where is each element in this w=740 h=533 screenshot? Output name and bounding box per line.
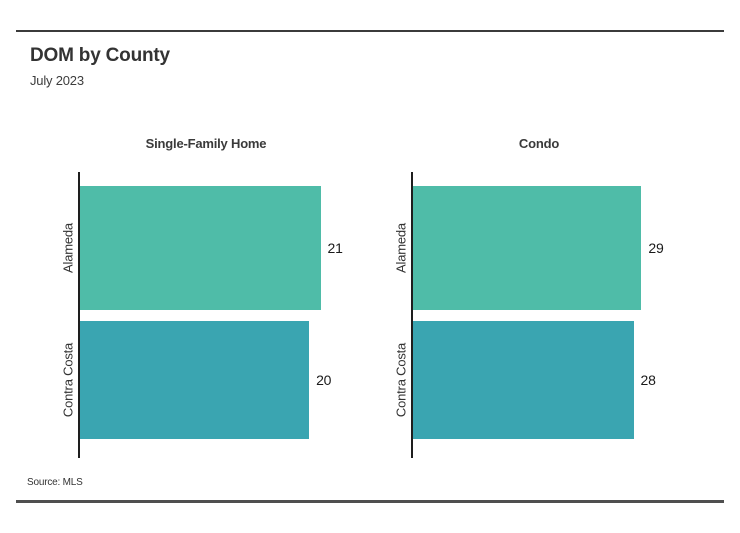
value-label: 20 — [316, 372, 332, 388]
chart-condo: Condo Alameda 29 Contra Costa 28 — [393, 136, 693, 462]
value-label: 29 — [648, 240, 664, 256]
bar-row-contra-costa: Contra Costa 20 — [61, 321, 356, 439]
bar-row-alameda: Alameda 21 — [61, 186, 356, 310]
top-divider — [16, 30, 724, 32]
y-axis-line — [78, 172, 80, 458]
chart-title: Condo — [518, 136, 560, 151]
plot-area: Alameda 29 Contra Costa 28 — [394, 172, 689, 458]
bars-container: Alameda 29 Contra Costa 28 — [394, 172, 689, 458]
plot-area: Alameda 21 Contra Costa 20 — [61, 172, 356, 458]
category-label: Contra Costa — [60, 342, 76, 418]
page-subtitle: July 2023 — [30, 73, 84, 88]
bottom-divider — [16, 500, 724, 503]
bars-container: Alameda 21 Contra Costa 20 — [61, 172, 356, 458]
source-note: Source: MLS — [27, 477, 83, 488]
chart-single-family-home: Single-Family Home Alameda 21 Contra Costa… — [60, 136, 360, 462]
bar — [80, 186, 321, 310]
category-label: Alameda — [60, 223, 76, 273]
page-title: DOM by County — [30, 45, 170, 66]
value-label: 21 — [327, 240, 343, 256]
bar — [80, 321, 310, 439]
bar-row-alameda: Alameda 29 — [394, 186, 689, 310]
value-label: 28 — [640, 372, 656, 388]
chart-title: Single-Family Home — [145, 136, 267, 151]
category-label: Alameda — [393, 223, 409, 273]
bar — [413, 186, 642, 310]
y-axis-line — [411, 172, 413, 458]
bar-row-contra-costa: Contra Costa 28 — [394, 321, 689, 439]
bar — [413, 321, 634, 439]
category-label: Contra Costa — [393, 342, 409, 418]
